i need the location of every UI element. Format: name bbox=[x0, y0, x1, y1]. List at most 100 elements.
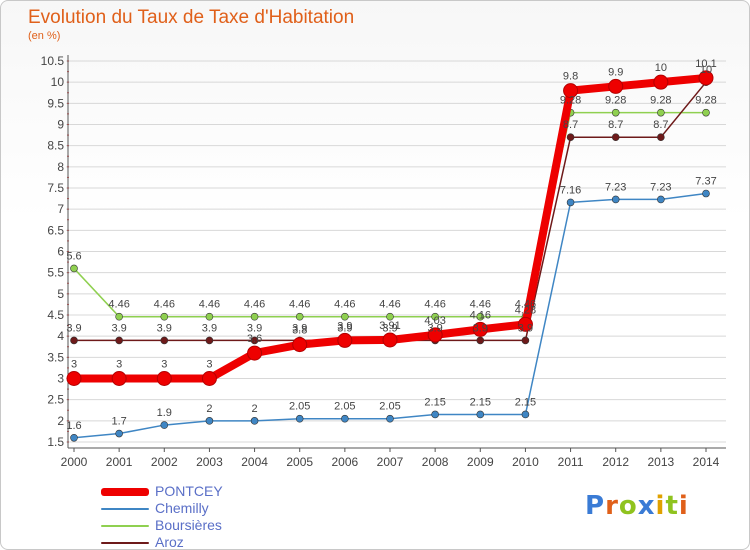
point-aroz bbox=[70, 336, 78, 345]
y-tick-label: 10 bbox=[51, 75, 65, 89]
point-pontcey bbox=[156, 371, 172, 386]
data-label-boursieres: 4.46 bbox=[199, 299, 220, 311]
point-chemilly bbox=[250, 417, 259, 425]
y-tick-label: 7.5 bbox=[47, 181, 64, 195]
legend-swatch-aroz bbox=[101, 541, 149, 544]
point-pontcey bbox=[201, 371, 217, 386]
point-boursieres bbox=[160, 312, 169, 321]
point-pontcey bbox=[653, 74, 669, 90]
y-tick-label: 10.5 bbox=[41, 54, 65, 68]
point-pontcey bbox=[427, 327, 443, 343]
data-label-chemilly: 2.15 bbox=[470, 396, 491, 408]
data-label-pontcey: 9.9 bbox=[608, 66, 623, 78]
data-label-aroz: 8.7 bbox=[608, 119, 623, 131]
data-label-boursieres: 5.6 bbox=[66, 250, 81, 262]
x-tick-label: 2010 bbox=[512, 455, 539, 469]
data-label-boursieres: 9.28 bbox=[650, 95, 671, 107]
data-label-aroz: 3.9 bbox=[247, 322, 262, 334]
point-chemilly bbox=[295, 414, 304, 423]
point-aroz bbox=[611, 133, 620, 141]
point-pontcey bbox=[563, 83, 579, 99]
series-line-boursieres bbox=[73, 111, 707, 318]
point-pontcey bbox=[337, 332, 353, 348]
point-aroz bbox=[250, 336, 259, 345]
legend-swatch-pontcey bbox=[101, 487, 149, 496]
y-tick-label: 2 bbox=[57, 414, 64, 428]
point-pontcey bbox=[292, 337, 308, 353]
y-tick-label: 5.5 bbox=[47, 266, 64, 280]
y-tick-label: 4.5 bbox=[47, 308, 64, 322]
data-label-chemilly: 2.05 bbox=[379, 401, 400, 413]
data-label-pontcey: 4.28 bbox=[515, 304, 536, 316]
y-tick-label: 3.5 bbox=[47, 350, 64, 364]
data-label-pontcey: 3.8 bbox=[292, 325, 307, 337]
point-pontcey bbox=[382, 332, 398, 348]
chart-unit: (en %) bbox=[28, 30, 61, 42]
legend-item-aroz: Aroz bbox=[101, 534, 223, 549]
data-label-aroz: 3.9 bbox=[157, 322, 172, 334]
legend-swatch-boursieres bbox=[101, 524, 149, 527]
point-chemilly bbox=[702, 189, 710, 198]
data-label-pontcey: 10 bbox=[655, 62, 667, 74]
data-label-chemilly: 7.23 bbox=[605, 181, 626, 193]
x-tick-label: 2013 bbox=[648, 455, 675, 469]
point-aroz bbox=[160, 336, 169, 345]
point-boursieres bbox=[205, 312, 214, 321]
x-tick-label: 2005 bbox=[286, 455, 313, 469]
point-chemilly bbox=[70, 433, 78, 442]
data-label-pontcey: 3 bbox=[116, 359, 122, 371]
legend-swatch-chemilly bbox=[101, 507, 149, 510]
point-aroz bbox=[476, 336, 485, 345]
data-label-boursieres: 4.46 bbox=[424, 299, 445, 311]
y-tick-label: 4 bbox=[57, 329, 64, 343]
y-tick-label: 8 bbox=[57, 160, 64, 174]
point-boursieres bbox=[386, 312, 394, 321]
data-label-chemilly: 1.9 bbox=[157, 407, 172, 419]
y-tick-label: 6 bbox=[57, 245, 64, 259]
point-chemilly bbox=[521, 410, 530, 419]
data-label-chemilly: 2.15 bbox=[424, 396, 445, 408]
legend-item-chemilly: Chemilly bbox=[101, 500, 223, 517]
data-label-pontcey: 3.91 bbox=[379, 320, 400, 332]
data-label-aroz: 8.7 bbox=[563, 119, 578, 131]
data-label-pontcey: 4.03 bbox=[424, 315, 445, 327]
data-label-pontcey: 3 bbox=[71, 359, 77, 371]
y-tick-label: 7 bbox=[57, 202, 64, 216]
data-label-chemilly: 2.05 bbox=[289, 401, 310, 413]
data-label-aroz: 3.9 bbox=[202, 322, 217, 334]
point-boursieres bbox=[611, 108, 620, 117]
data-label-boursieres: 4.46 bbox=[289, 299, 310, 311]
data-label-aroz: 3.9 bbox=[337, 322, 352, 334]
y-tick-label: 9.5 bbox=[47, 96, 64, 110]
point-boursieres bbox=[657, 108, 665, 117]
x-tick-label: 2002 bbox=[151, 455, 178, 469]
data-label-aroz: 3.9 bbox=[382, 322, 397, 334]
data-label-boursieres: 4.46 bbox=[244, 299, 265, 311]
point-pontcey bbox=[517, 316, 533, 332]
point-boursieres bbox=[250, 312, 259, 321]
data-label-chemilly: 2.05 bbox=[334, 401, 355, 413]
legend-label-chemilly: Chemilly bbox=[155, 500, 209, 516]
data-label-boursieres: 9.28 bbox=[605, 95, 626, 107]
point-boursieres bbox=[702, 108, 710, 117]
data-label-chemilly: 7.37 bbox=[695, 176, 716, 188]
point-chemilly bbox=[611, 195, 620, 204]
point-boursieres bbox=[341, 312, 349, 321]
data-label-pontcey: 3.6 bbox=[247, 333, 262, 345]
data-label-pontcey: 3.9 bbox=[337, 320, 352, 332]
point-chemilly bbox=[160, 421, 169, 429]
point-chemilly bbox=[341, 414, 349, 423]
data-label-pontcey: 3 bbox=[161, 359, 167, 371]
point-boursieres bbox=[295, 312, 304, 321]
data-label-aroz: 3.9 bbox=[66, 322, 81, 334]
data-label-aroz: 8.7 bbox=[653, 119, 668, 131]
point-pontcey bbox=[472, 321, 488, 337]
point-boursieres bbox=[115, 312, 123, 321]
y-tick-label: 6.5 bbox=[47, 223, 64, 237]
data-label-chemilly: 2 bbox=[252, 403, 258, 415]
data-label-pontcey: 4.16 bbox=[470, 309, 491, 321]
data-label-boursieres: 4.46 bbox=[515, 299, 536, 311]
data-label-chemilly: 1.7 bbox=[111, 416, 126, 428]
x-tick-label: 2004 bbox=[241, 455, 268, 469]
